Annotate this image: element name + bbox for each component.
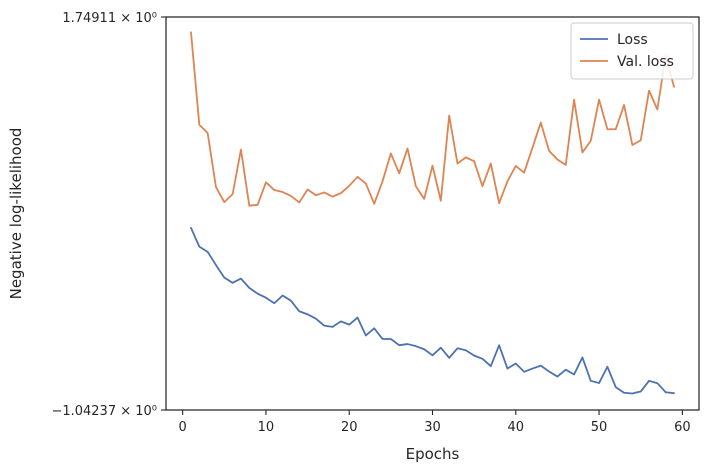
x-tick-label: 0	[179, 420, 187, 435]
x-tick-label: 20	[341, 420, 358, 435]
tick-marks-layer	[161, 16, 683, 415]
series-layer	[190, 31, 675, 395]
x-tick-label: 30	[424, 420, 441, 435]
y-tick-label-bottom: −1.04237 × 10⁰	[51, 404, 157, 419]
legend-label-val-loss: Val. loss	[617, 54, 674, 70]
x-tick-label: 50	[591, 420, 608, 435]
series-line-loss	[190, 227, 675, 395]
legend-frame	[570, 22, 694, 80]
x-tick-label: 10	[258, 420, 275, 435]
y-tick-label-top: 1.74911 × 10⁰	[62, 11, 157, 26]
x-axis-label: Epochs	[406, 445, 460, 463]
tick-labels-layer: 0 10 20 30 40 50 60 1.74911 × 10⁰ −1.04237 × 10⁰	[51, 11, 690, 435]
x-tick-label: 60	[674, 420, 691, 435]
x-tick-label: 40	[508, 420, 525, 435]
plot-frame	[165, 16, 700, 411]
legend-label-loss: Loss	[617, 32, 648, 48]
legend: Loss Val. loss	[570, 22, 694, 80]
y-axis-label: Negative log-likelihood	[7, 128, 25, 300]
